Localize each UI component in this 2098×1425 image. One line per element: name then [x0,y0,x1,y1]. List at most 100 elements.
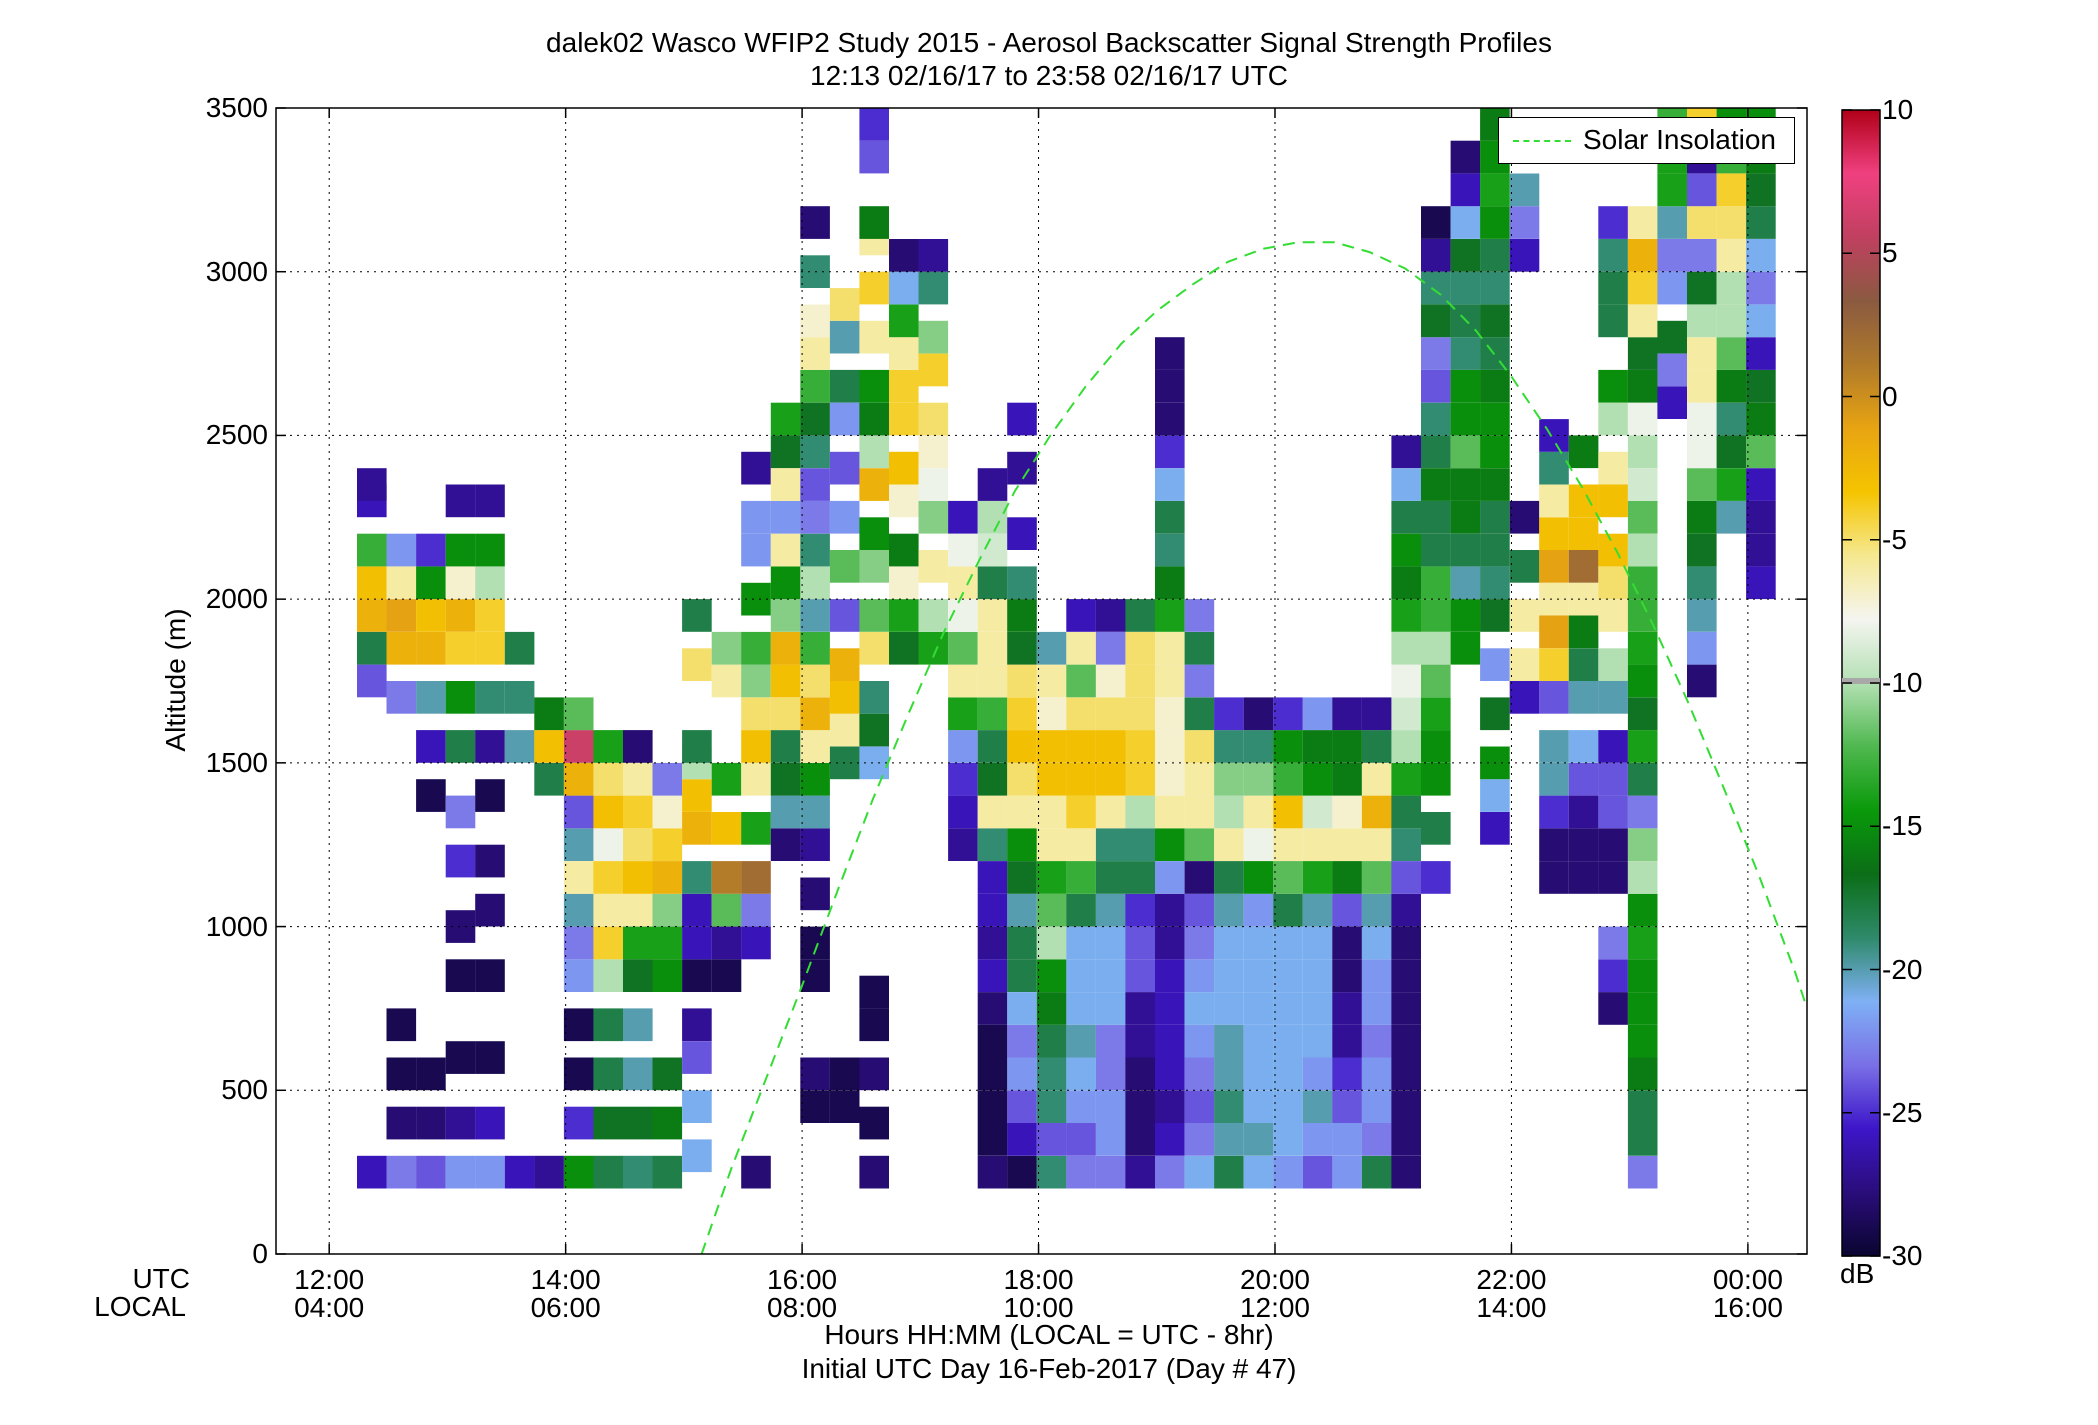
heatmap-cell [977,730,1008,763]
heatmap-cell [1421,271,1451,305]
heatmap-cell [1243,795,1274,829]
heatmap-cell [859,681,889,714]
heatmap-cell [1273,828,1303,861]
heatmap-cell [1627,893,1658,927]
heatmap-cell [475,484,505,518]
heatmap-cell [1243,762,1274,796]
heatmap-cell [1746,304,1776,338]
heatmap-cell [416,779,446,812]
heatmap-cell [682,861,712,894]
heatmap-cell [1687,631,1717,665]
heatmap-cell [445,730,476,763]
heatmap-cell [357,566,387,600]
heatmap-cell [800,926,830,960]
heatmap-cell [1214,893,1244,927]
heatmap-cell [1036,1123,1067,1156]
heatmap-cell [445,484,476,518]
heatmap-cell [1066,631,1096,665]
heatmap-cell [1125,631,1155,665]
heatmap-cell [623,762,653,796]
heatmap-cell [1036,1090,1067,1123]
heatmap-cell [1361,1057,1392,1091]
heatmap-cell [800,762,830,796]
heatmap-cell [1155,697,1185,731]
heatmap-cell [1066,762,1096,796]
heatmap-cell [1746,500,1776,534]
heatmap-cell [1184,1090,1215,1123]
heatmap-cell [1155,828,1185,861]
heatmap-cell [1480,304,1510,338]
heatmap-cell [1509,206,1540,239]
heatmap-cell [475,779,505,812]
heatmap-cell [1539,730,1569,763]
heatmap-cell [1391,533,1421,567]
heatmap-cell [1125,893,1155,927]
heatmap-cell [623,1057,653,1091]
heatmap-cell [1421,533,1451,567]
heatmap-cell [1716,173,1747,207]
heatmap-cell [1214,992,1244,1025]
heatmap-cell [1243,893,1274,927]
heatmap-cell [1184,664,1215,698]
heatmap-cell [1421,762,1451,796]
heatmap-cell [1391,926,1421,960]
heatmap-cell [1095,1123,1126,1156]
heatmap-cell [357,664,387,698]
heatmap-cell [1036,926,1067,960]
x-axis-sublabel: Initial UTC Day 16-Feb-2017 (Day # 47) [801,1353,1297,1384]
heatmap-cell [1095,992,1126,1025]
heatmap-cell [1568,681,1599,714]
heatmap-cell [1480,533,1510,567]
heatmap-cell [1391,1024,1421,1058]
heatmap-cell [623,861,653,894]
heatmap-cell [1657,239,1687,272]
heatmap-cell [1480,206,1510,239]
heatmap-cell [652,926,683,960]
heatmap-cell [1273,1057,1303,1091]
heatmap-cell [977,599,1008,632]
heatmap-cell [1332,730,1362,763]
heatmap-cell [416,1057,446,1091]
heatmap-cell [1332,926,1362,960]
heatmap-cell [1539,550,1569,583]
heatmap-cell [1125,795,1155,829]
heatmap-cell [1155,500,1185,534]
heatmap-cell [859,402,889,436]
heatmap-cell [1007,893,1037,927]
heatmap-cell [889,239,919,272]
heatmap-cell [1243,992,1274,1025]
heatmap-cell [1273,1123,1303,1156]
x-tick-label-utc: 20:00 [1239,1264,1311,1295]
heatmap-cell [1627,271,1658,305]
heatmap-cell [445,1106,476,1140]
heatmap-cell [1450,239,1481,272]
heatmap-cell [563,762,594,796]
heatmap-cell [386,533,417,567]
heatmap-cell [1273,1024,1303,1058]
heatmap-cell [593,959,623,992]
heatmap-cell [770,533,801,567]
heatmap-cell [1687,304,1717,338]
heatmap-cell [1125,1057,1155,1091]
heatmap-cell [1155,468,1185,501]
heatmap-cell [1716,435,1747,469]
heatmap-cell [1155,435,1185,469]
heatmap-cell [1687,599,1717,632]
heatmap-cell [1273,959,1303,992]
heatmap-cell [800,1090,830,1123]
heatmap-cell [1332,762,1362,796]
heatmap-cell [1007,959,1037,992]
heatmap-cell [1421,304,1451,338]
heatmap-cell [1568,762,1599,796]
heatmap-cell [416,681,446,714]
heatmap-cell [1450,402,1481,436]
heatmap-cell [1361,1155,1392,1189]
heatmap-cell [1687,468,1717,501]
heatmap-cell [593,1106,623,1140]
heatmap-cell [1302,959,1333,992]
y-tick-label: 500 [221,1074,268,1106]
heatmap-cell [1036,959,1067,992]
heatmap-cell [1066,599,1096,632]
heatmap-cell [623,828,653,861]
heatmap-cell [1421,206,1451,239]
